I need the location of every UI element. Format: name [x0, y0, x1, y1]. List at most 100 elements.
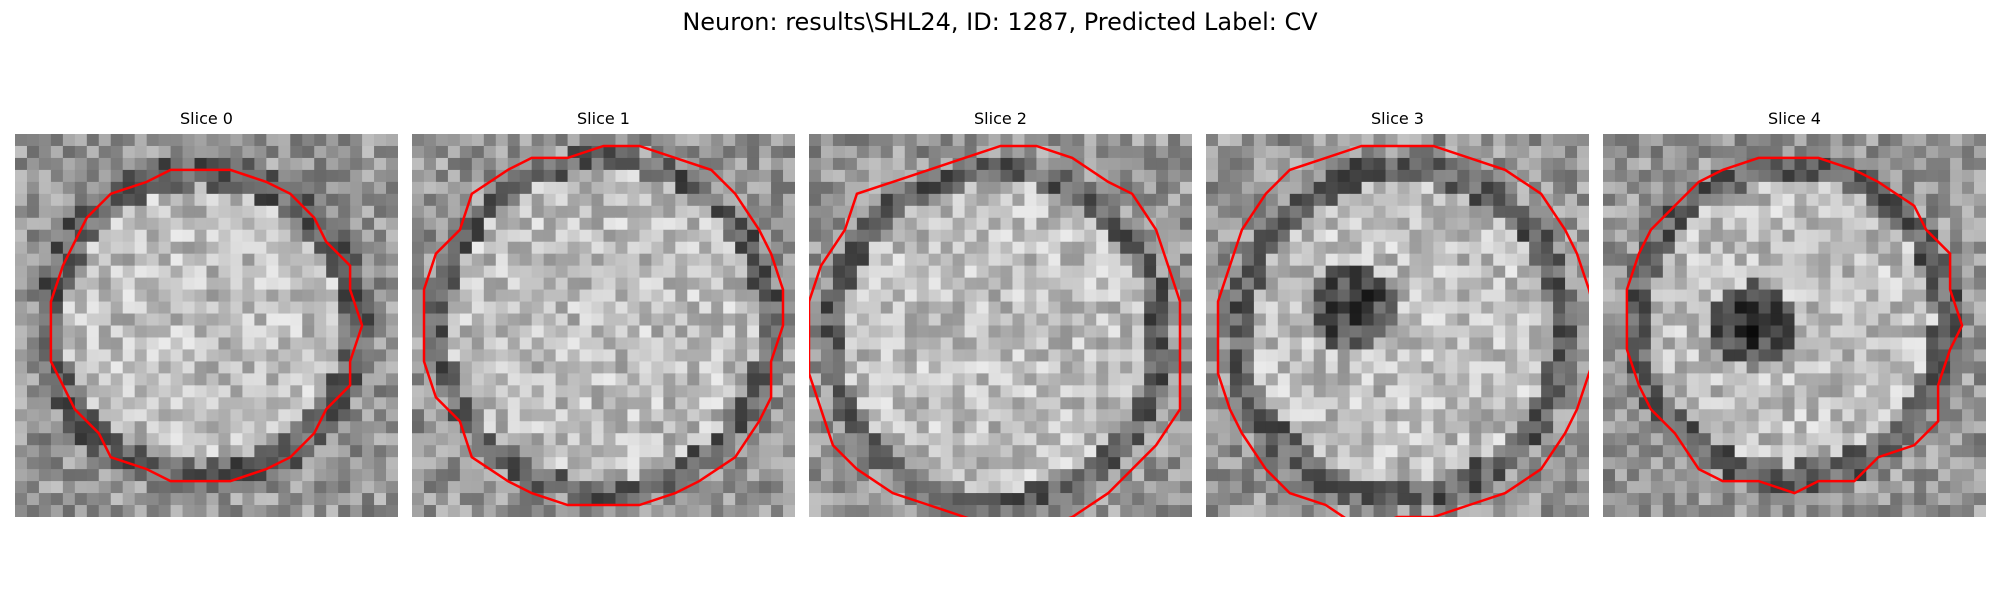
image-pixel — [86, 325, 100, 339]
image-pixel — [170, 181, 184, 195]
image-pixel — [386, 493, 398, 506]
image-pixel — [374, 445, 387, 458]
image-pixel — [1902, 373, 1915, 386]
image-pixel — [976, 157, 990, 171]
image-pixel — [1084, 385, 1097, 398]
image-pixel — [1385, 433, 1399, 446]
image-pixel — [904, 349, 918, 363]
image-pixel — [1361, 493, 1375, 506]
image-pixel — [1650, 145, 1664, 159]
image-pixel — [338, 157, 351, 171]
image-pixel — [1481, 349, 1494, 363]
image-pixel — [1156, 469, 1169, 482]
image-pixel — [1457, 205, 1470, 219]
image-pixel — [1830, 337, 1843, 351]
image-pixel — [916, 361, 930, 374]
image-pixel — [711, 217, 724, 231]
image-pixel — [1974, 397, 1986, 410]
image-pixel — [1156, 361, 1169, 374]
image-pixel — [1890, 421, 1903, 434]
image-pixel — [1000, 217, 1014, 231]
image-pixel — [98, 397, 112, 410]
image-pixel — [1962, 397, 1975, 410]
image-pixel — [880, 205, 894, 219]
image-pixel — [38, 157, 52, 171]
image-pixel — [1084, 433, 1097, 446]
image-pixel — [459, 289, 473, 303]
image-pixel — [218, 229, 232, 243]
image-pixel — [206, 253, 220, 267]
image-pixel — [1603, 229, 1616, 243]
image-pixel — [1385, 373, 1399, 386]
image-pixel — [314, 313, 327, 327]
image-pixel — [1674, 205, 1688, 219]
image-pixel — [1337, 253, 1351, 267]
image-pixel — [1734, 337, 1748, 351]
image-pixel — [809, 217, 822, 231]
image-pixel — [1253, 481, 1267, 494]
image-pixel — [26, 481, 40, 494]
image-pixel — [254, 397, 267, 410]
image-pixel — [435, 205, 449, 219]
image-pixel — [1445, 265, 1458, 279]
image-pixel — [495, 229, 509, 243]
image-pixel — [916, 505, 930, 517]
image-pixel — [122, 229, 136, 243]
image-pixel — [218, 169, 232, 183]
image-pixel — [699, 361, 712, 374]
image-pixel — [639, 445, 652, 458]
image-pixel — [50, 433, 64, 446]
image-pixel — [1603, 277, 1616, 291]
image-pixel — [1638, 409, 1652, 422]
image-pixel — [1325, 397, 1339, 410]
image-pixel — [74, 361, 88, 374]
image-pixel — [1541, 289, 1554, 303]
image-pixel — [988, 361, 1002, 374]
image-pixel — [98, 349, 112, 363]
image-pixel — [591, 457, 605, 470]
image-pixel — [1349, 217, 1363, 231]
image-pixel — [1096, 481, 1109, 494]
image-pixel — [1722, 361, 1736, 374]
image-pixel — [350, 421, 363, 434]
image-pixel — [206, 493, 220, 506]
image-pixel — [230, 313, 244, 327]
image-pixel — [964, 253, 978, 267]
image-pixel — [1241, 169, 1255, 183]
image-pixel — [555, 469, 569, 482]
image-pixel — [663, 469, 676, 482]
image-pixel — [1854, 229, 1867, 243]
image-pixel — [206, 469, 220, 482]
image-pixel — [15, 241, 28, 255]
image-pixel — [170, 229, 184, 243]
image-pixel — [447, 145, 461, 159]
image-pixel — [964, 157, 978, 171]
image-pixel — [1144, 385, 1157, 398]
image-pixel — [278, 169, 291, 183]
image-pixel — [15, 397, 28, 410]
image-pixel — [1361, 373, 1375, 386]
image-pixel — [1854, 277, 1867, 291]
image-pixel — [809, 445, 822, 458]
image-pixel — [495, 277, 509, 291]
image-pixel — [38, 349, 52, 363]
image-pixel — [1036, 265, 1049, 279]
image-pixel — [1603, 134, 1616, 147]
image-pixel — [471, 361, 485, 374]
image-pixel — [1397, 169, 1411, 183]
image-pixel — [832, 361, 846, 374]
image-pixel — [290, 217, 303, 231]
image-pixel — [988, 217, 1002, 231]
image-pixel — [158, 301, 172, 315]
image-pixel — [1854, 134, 1867, 147]
image-pixel — [1698, 349, 1712, 363]
image-pixel — [1674, 289, 1688, 303]
image-pixel — [86, 145, 100, 159]
image-pixel — [1938, 325, 1951, 339]
image-pixel — [146, 265, 160, 279]
image-pixel — [1036, 253, 1049, 267]
image-pixel — [519, 505, 533, 517]
image-pixel — [1734, 229, 1748, 243]
image-pixel — [230, 325, 244, 339]
image-pixel — [242, 421, 255, 434]
